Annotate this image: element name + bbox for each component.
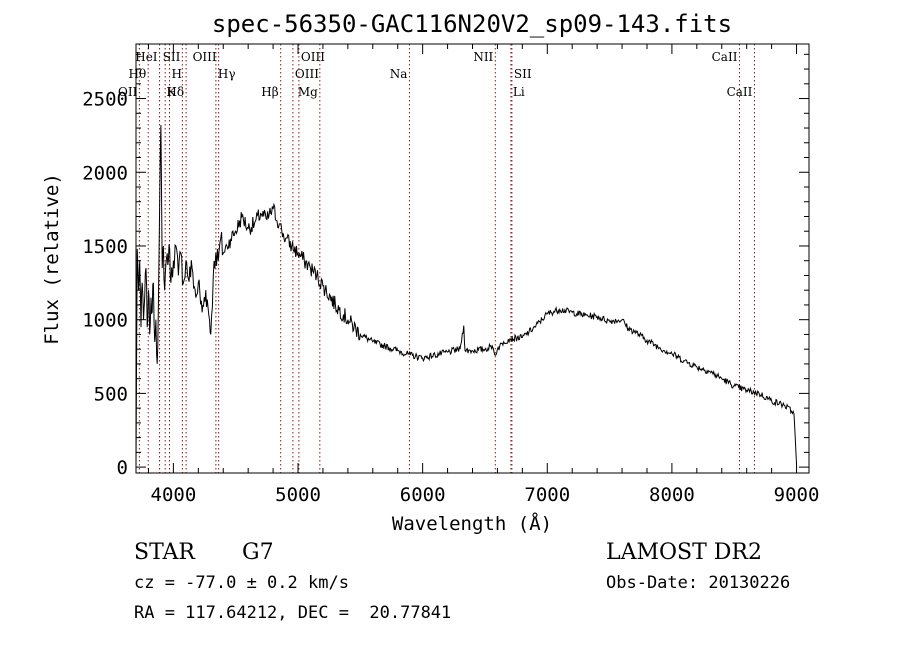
line-marker-label: OIII bbox=[193, 50, 217, 64]
line-marker-label: H bbox=[172, 67, 182, 81]
spectrum-series bbox=[135, 125, 797, 466]
line-marker-label: SII bbox=[163, 50, 181, 64]
spectrum-line bbox=[135, 125, 797, 466]
y-axis-label: Flux (relative) bbox=[41, 173, 63, 345]
y-tick-label: 1000 bbox=[82, 310, 128, 332]
line-marker-label: Hδ bbox=[166, 85, 184, 99]
line-marker-label: Li bbox=[513, 85, 525, 99]
x-tick-label: 4000 bbox=[151, 484, 197, 506]
spectral-line-markers: OIIHθHeIKHSIIHδOIIIHγHβOIIIOIIIMgNaNIISI… bbox=[118, 44, 755, 473]
line-marker-label: NII bbox=[473, 50, 493, 64]
line-marker-label: K bbox=[167, 85, 177, 99]
line-marker-label: Hβ bbox=[261, 85, 278, 99]
line-marker-label: CaII bbox=[727, 85, 753, 99]
line-marker-label: Na bbox=[390, 67, 408, 81]
line-marker-label: SII bbox=[514, 67, 532, 81]
chart-title: spec-56350-GAC116N20V2_sp09-143.fits bbox=[212, 10, 732, 38]
x-tick-label: 8000 bbox=[649, 484, 695, 506]
plot-axes: 4000 5000 6000 7000 8000 9000 0 500 1000 1500 2000… bbox=[82, 43, 820, 506]
line-marker-label: OII bbox=[118, 85, 138, 99]
x-tick-label: 9000 bbox=[774, 484, 820, 506]
x-tick-label: 6000 bbox=[400, 484, 446, 506]
redshift-readout: cz = -77.0 ± 0.2 km/s bbox=[134, 573, 349, 593]
y-tick-label: 2000 bbox=[82, 162, 128, 184]
line-marker-label: Mg bbox=[298, 85, 318, 99]
y-tick-label: 2500 bbox=[82, 89, 128, 111]
line-marker-label: Hθ bbox=[129, 67, 147, 81]
y-tick-label: 500 bbox=[94, 383, 128, 405]
object-class: STAR bbox=[134, 540, 195, 565]
survey-name: LAMOST DR2 bbox=[606, 540, 762, 565]
x-tick-label: 5000 bbox=[275, 484, 321, 506]
x-axis-label: Wavelength (Å) bbox=[392, 512, 552, 535]
x-tick-label: 7000 bbox=[524, 484, 570, 506]
line-marker-label: CaII bbox=[712, 50, 738, 64]
observation-date: Obs-Date: 20130226 bbox=[606, 573, 791, 593]
y-tick-label: 0 bbox=[117, 457, 128, 479]
y-tick-label: 1500 bbox=[82, 236, 128, 258]
coordinates-readout: RA = 117.64212, DEC = 20.77841 bbox=[134, 603, 452, 623]
line-marker-label: OIII bbox=[295, 67, 319, 81]
line-marker-label: Hγ bbox=[218, 67, 236, 81]
plot-frame bbox=[135, 43, 810, 474]
object-subclass: G7 bbox=[242, 540, 274, 565]
line-marker-label: OIII bbox=[301, 50, 325, 64]
line-marker-label: HeI bbox=[135, 50, 158, 64]
